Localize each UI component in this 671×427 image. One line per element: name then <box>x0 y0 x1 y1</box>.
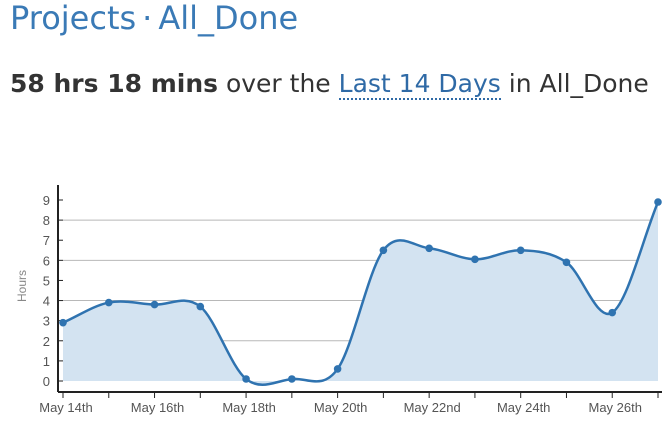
chart-points <box>59 198 662 383</box>
y-tick-label: 8 <box>43 213 50 228</box>
data-point <box>425 244 433 253</box>
x-tick-label: May 22nd <box>404 400 461 415</box>
data-point <box>196 302 205 311</box>
y-tick-label: 5 <box>43 273 50 288</box>
data-point <box>654 198 662 206</box>
breadcrumb-projects-link[interactable]: Projects <box>10 0 137 37</box>
x-tick-label: May 16th <box>131 400 184 415</box>
y-axis-label: Hours <box>15 270 29 302</box>
data-point <box>150 300 159 309</box>
data-point <box>104 298 113 307</box>
data-point <box>242 375 250 383</box>
breadcrumb-project-name: All_Done <box>158 0 299 37</box>
chart-axes <box>57 185 662 398</box>
y-tick-label: 1 <box>43 354 50 369</box>
data-point <box>516 246 525 255</box>
y-tick-label: 2 <box>43 334 50 349</box>
summary-project-name: All_Done <box>539 69 649 98</box>
y-tick-label: 0 <box>43 374 50 389</box>
data-point <box>471 255 479 264</box>
data-point <box>59 318 67 327</box>
y-tick-label: 3 <box>43 314 50 329</box>
data-point <box>333 365 342 373</box>
y-tick-label: 4 <box>43 294 50 309</box>
data-point <box>379 246 388 255</box>
x-tick-label: May 24th <box>497 400 550 415</box>
y-tick-label: 9 <box>43 193 50 208</box>
y-tick-label: 7 <box>43 233 50 248</box>
x-tick-label: May 18th <box>222 400 275 415</box>
x-tick-label: May 26th <box>588 400 641 415</box>
page-title: Projects · All_Done <box>10 0 298 40</box>
x-tick-label: May 20th <box>314 400 367 415</box>
time-summary: 58 hrs 18 mins over the Last 14 Days in … <box>10 64 649 104</box>
hours-line <box>62 201 660 386</box>
x-tick-label: May 14th <box>39 400 92 415</box>
data-point <box>608 308 617 317</box>
total-time: 58 hrs 18 mins <box>10 69 218 98</box>
chart-labels: 0 1 2 3 4 5 6 7 8 9 May 14th May 16th May 18th May 20… <box>15 193 642 415</box>
summary-text-over: over the <box>225 69 331 98</box>
data-point <box>562 258 571 267</box>
summary-text-in: in <box>508 69 532 98</box>
y-tick-label: 6 <box>43 253 50 268</box>
date-range-selector[interactable]: Last 14 Days <box>338 69 501 100</box>
breadcrumb-separator: · <box>142 0 153 37</box>
data-point <box>288 375 296 383</box>
hours-area-fill <box>63 202 658 385</box>
